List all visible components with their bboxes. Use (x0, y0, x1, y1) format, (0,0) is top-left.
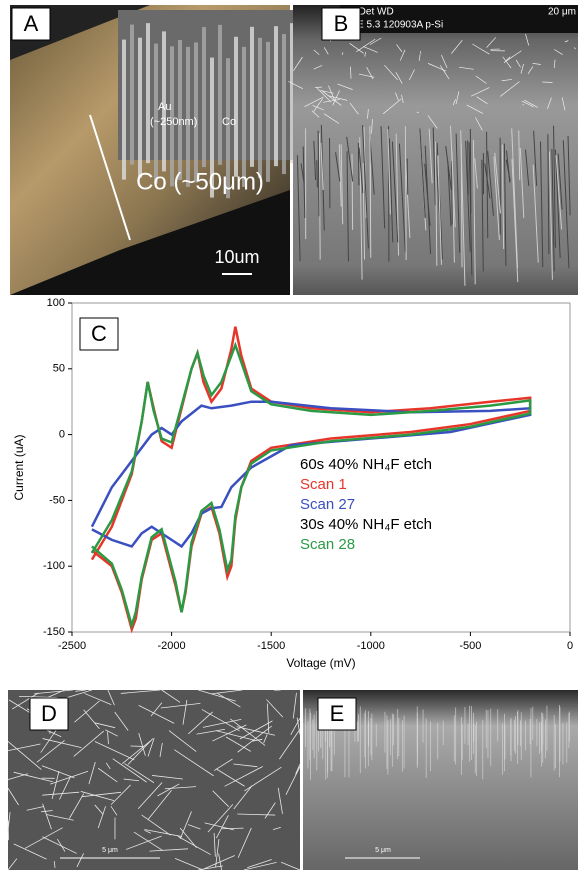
y-tick-label: 0 (59, 429, 65, 441)
legend-entry: Scan 1 (300, 476, 347, 493)
texture (274, 26, 278, 166)
texture (8, 820, 9, 840)
texture (218, 25, 222, 165)
y-tick-label: -150 (43, 626, 65, 638)
texture (250, 27, 254, 167)
y-axis-label: Current (uA) (12, 434, 26, 500)
x-tick-label: -500 (459, 640, 481, 652)
annotation: 30s 40% NH₄F etch (300, 516, 432, 533)
texture (282, 34, 286, 174)
panel-label: D (41, 701, 57, 726)
texture (202, 27, 206, 167)
annotation: 10um (214, 247, 259, 267)
texture (122, 40, 126, 180)
panel-label: A (24, 11, 39, 36)
texture (130, 25, 134, 165)
texture (258, 38, 262, 178)
annotation: 5 μm (102, 847, 118, 854)
y-tick-label: -50 (49, 494, 65, 506)
texture (178, 40, 182, 180)
x-tick-label: -1500 (257, 640, 285, 652)
legend-entry: Scan 28 (300, 536, 355, 553)
texture (234, 37, 238, 177)
texture (352, 154, 353, 230)
x-tick-label: -2000 (158, 640, 186, 652)
panel-label: C (91, 321, 107, 346)
texture (266, 42, 270, 182)
annotation: 60s 40% NH₄F etch (300, 456, 432, 473)
texture (407, 159, 408, 195)
panel-label: E (330, 701, 345, 726)
legend-entry: Scan 27 (300, 496, 355, 513)
panel-label: B (334, 11, 349, 36)
annotation: Co (~50μm) (136, 168, 264, 195)
texture (468, 140, 469, 195)
texture (138, 38, 142, 178)
annotation: Co (222, 116, 236, 128)
annotation: 5 μm (375, 847, 391, 854)
annotation: (~250nm) (150, 116, 197, 128)
annotation: 20 μm (548, 7, 576, 18)
texture (146, 23, 150, 163)
annotation: Au (158, 101, 171, 113)
y-tick-label: 100 (47, 297, 65, 309)
texture (194, 42, 198, 182)
figure: A Co (~50μm) 10um Au (~250nm) Co oot Det… (0, 0, 582, 874)
x-tick-label: 0 (567, 640, 573, 652)
x-tick-label: -1000 (357, 640, 385, 652)
x-axis-label: Voltage (mV) (286, 656, 355, 670)
texture (242, 47, 246, 187)
texture (154, 44, 158, 184)
y-tick-label: -100 (43, 560, 65, 572)
x-tick-label: -2500 (58, 640, 86, 652)
y-tick-label: 50 (53, 363, 65, 375)
